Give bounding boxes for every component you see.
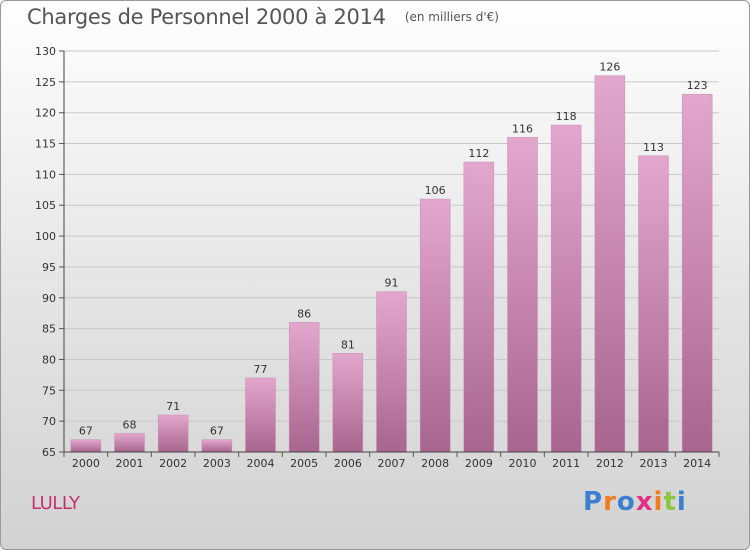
x-tick-label-2012: 2012	[596, 457, 624, 470]
logo-letter: P	[583, 487, 604, 517]
data-label-2000: 67	[79, 425, 93, 438]
y-tick-label: 115	[35, 138, 56, 151]
y-tick-label: 80	[42, 353, 56, 366]
x-tick-label-2011: 2011	[552, 457, 580, 470]
bar-2010	[507, 137, 538, 453]
data-label-2010: 116	[512, 122, 533, 135]
x-tick-label-2004: 2004	[247, 457, 275, 470]
data-label-2005: 86	[297, 307, 311, 320]
bars-layer: 67 68 71 67 77 86 81 91 106 112 116 118 126 113 123	[70, 61, 713, 453]
logo-letter: o	[616, 487, 636, 517]
x-tick-label-2007: 2007	[378, 457, 406, 470]
logo-letter: i	[676, 487, 687, 517]
commune-name: LULLY	[31, 493, 80, 514]
y-tick-label: 130	[35, 45, 56, 58]
x-tick-label-2002: 2002	[159, 457, 187, 470]
chart-subtitle: (en milliers d'€)	[404, 10, 499, 24]
y-tick-label: 70	[42, 415, 56, 428]
data-label-2009: 112	[468, 147, 489, 160]
bar-2004	[245, 377, 276, 453]
data-label-2007: 91	[385, 277, 399, 290]
bar-2007	[376, 291, 407, 453]
data-label-2014: 123	[687, 79, 708, 92]
x-tick-label-2005: 2005	[290, 457, 318, 470]
title-block: Charges de Personnel 2000 à 2014 (en mil…	[27, 5, 499, 29]
x-tick-label-2003: 2003	[203, 457, 231, 470]
data-label-2006: 81	[341, 338, 355, 351]
x-tick-label-2008: 2008	[421, 457, 449, 470]
data-label-2002: 71	[166, 400, 180, 413]
logo-letter: r	[603, 487, 617, 517]
y-tick-label: 65	[42, 446, 56, 459]
y-tick-label: 90	[42, 292, 56, 305]
bar-2013	[638, 155, 669, 453]
logo-letter: x	[635, 487, 654, 517]
x-tick-label-2001: 2001	[116, 457, 144, 470]
bar-2012	[594, 75, 626, 453]
x-tick-label-2014: 2014	[683, 457, 711, 470]
data-label-2001: 68	[123, 418, 137, 431]
y-tick-label: 85	[42, 323, 56, 336]
proxiti-logo: Proxiti	[583, 487, 687, 517]
bar-2008	[419, 198, 451, 453]
y-tick-label: 120	[35, 107, 56, 120]
data-label-2013: 113	[643, 141, 664, 154]
data-label-2012: 126	[599, 61, 620, 74]
data-label-2008: 106	[425, 184, 446, 197]
y-tick-label: 75	[42, 384, 56, 397]
y-tick-label: 125	[35, 76, 56, 89]
chart-title: Charges de Personnel 2000 à 2014	[27, 5, 386, 29]
x-tick-label-2009: 2009	[465, 457, 493, 470]
y-tick-label: 100	[35, 230, 56, 243]
y-tick-label: 95	[42, 261, 56, 274]
logo-letter: t	[663, 487, 677, 517]
bar-2001	[114, 433, 145, 453]
x-tick-label-2013: 2013	[640, 457, 668, 470]
bar-2002	[157, 414, 189, 453]
data-label-2011: 118	[556, 110, 577, 123]
bar-2003	[201, 439, 233, 453]
bar-2011	[550, 124, 582, 453]
logo-letter: i	[653, 487, 664, 517]
x-tick-label-2000: 2000	[72, 457, 100, 470]
x-tick-label-2006: 2006	[334, 457, 362, 470]
bar-2005	[288, 322, 320, 453]
data-label-2004: 77	[254, 363, 268, 376]
data-label-2003: 67	[210, 425, 224, 438]
bar-2009	[463, 161, 495, 453]
y-tick-label: 105	[35, 199, 56, 212]
bar-2014	[681, 93, 713, 453]
bar-2000	[70, 439, 102, 453]
y-tick-label: 110	[35, 168, 56, 181]
x-tick-label-2010: 2010	[509, 457, 537, 470]
axis-layer: 65 70 75 80 85 90 95 100 105 110 115 120 125 130 2000 2…	[35, 45, 720, 470]
bar-2006	[332, 353, 364, 453]
